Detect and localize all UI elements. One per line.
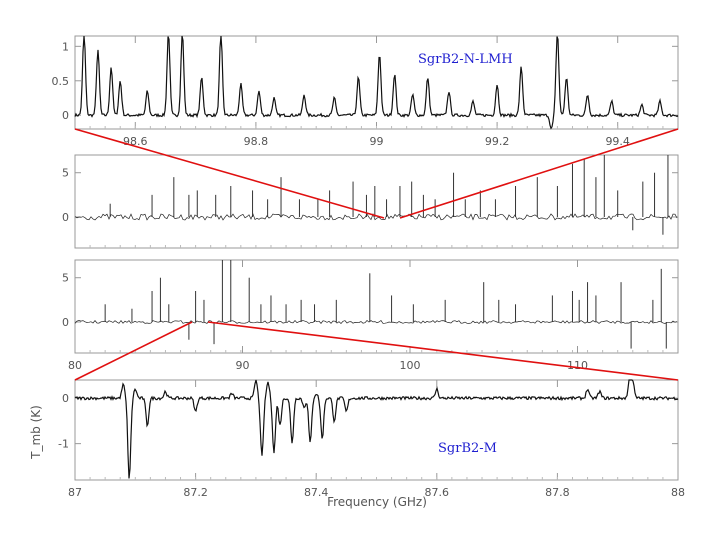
y-tick-label: 0 [62,392,69,405]
zoom-line-bottom-right [207,321,679,381]
spectrum-trace [74,379,679,479]
x-tick-label: 100 [400,359,421,372]
y-axis-label: T_mb (K) [29,405,43,460]
x-tick-label: 99.4 [605,135,630,148]
x-tick-label: 99 [370,135,384,148]
y-tick-label: 1 [62,40,69,53]
y-tick-label: 0 [62,109,69,122]
y-tick-label: 5 [62,167,69,180]
x-tick-label: 87.4 [304,486,329,499]
x-axis-label: Frequency (GHz) [327,495,427,509]
y-tick-label: 0.5 [52,75,70,88]
y-tick-label: 0 [62,316,69,329]
x-tick-label: 110 [567,359,588,372]
zoom-line-bottom-left [74,321,193,381]
zoom-lines [74,128,679,381]
panel-1-frame [74,35,679,130]
panel-2: 05 [62,155,678,248]
x-tick-label: 87.8 [545,486,570,499]
panel-2-frame [74,154,679,249]
x-tick-label: 87.6 [425,486,450,499]
zoom-line-top-left [74,128,385,219]
x-tick-label: 80 [68,359,82,372]
y-tick-label: -1 [58,438,69,451]
y-tick-label: 0 [62,211,69,224]
panel-4-title: SgrB2-M [438,441,497,456]
panel-3: 0 5 80 90 100 110 [62,260,678,372]
x-tick-label: 87 [68,486,82,499]
x-tick-label: 90 [236,359,250,372]
panel-1-title: SgrB2-N-LMH [418,52,513,67]
x-tick-label: 98.8 [244,135,269,148]
zoom-line-top-right [399,128,679,219]
x-tick-label: 99.2 [485,135,510,148]
x-tick-label: 87.2 [183,486,208,499]
spectrum-baseline [74,213,678,221]
x-tick-label: 88 [671,486,685,499]
spectrum-trace [74,35,679,130]
panel-4-frame [74,379,679,481]
y-tick-label: 5 [62,272,69,285]
panel-4: -1 0 87 87.2 87.4 87.6 87.8 88 [58,379,685,499]
spectrum-baseline [74,319,678,324]
